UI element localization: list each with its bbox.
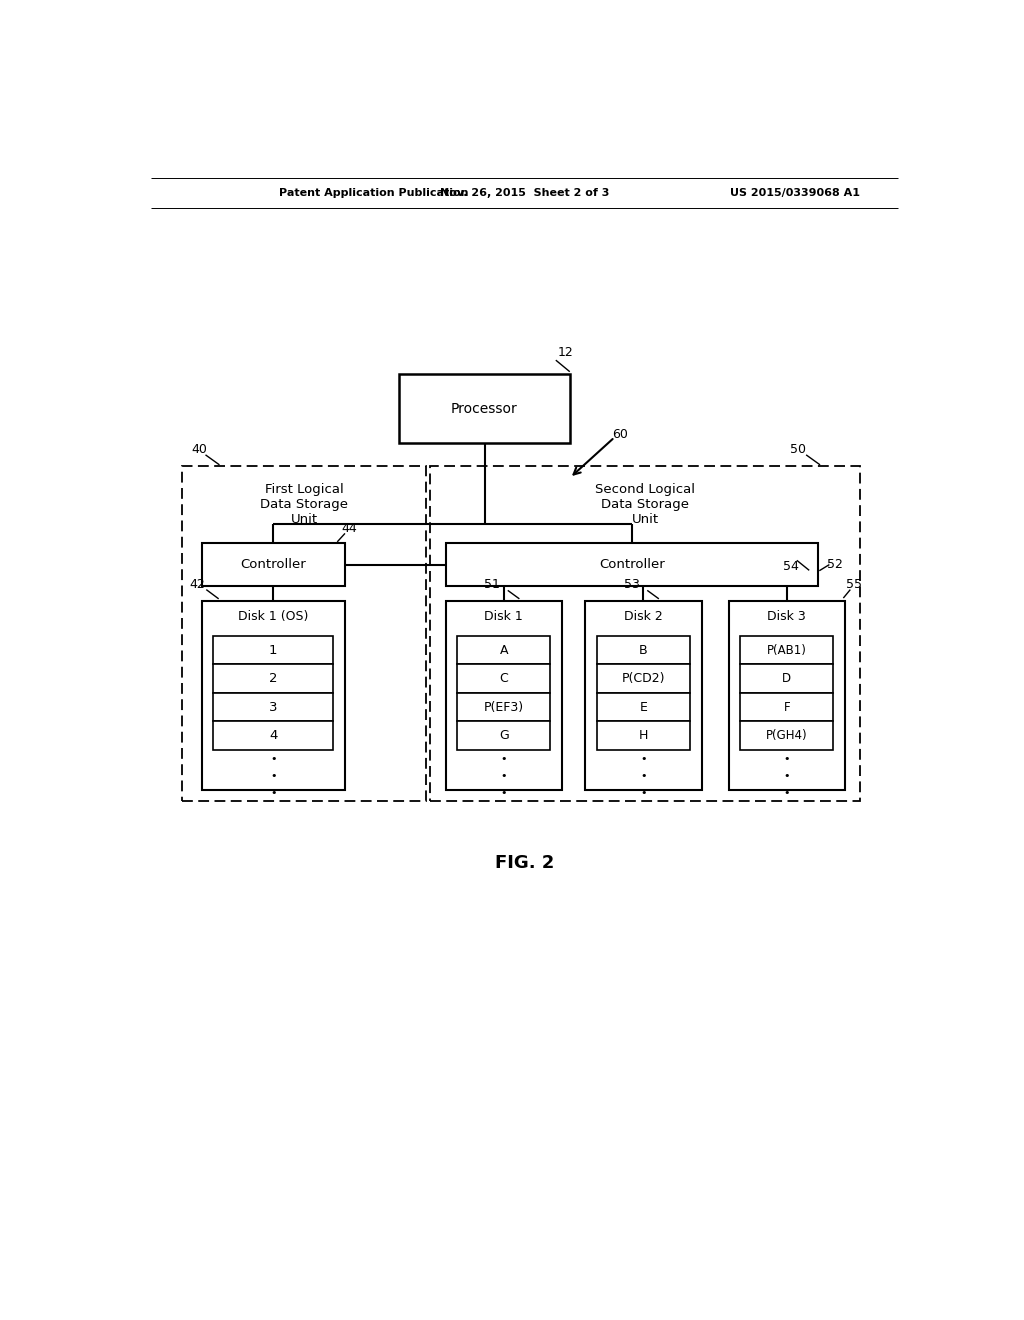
Text: •: •	[270, 754, 276, 764]
Text: D: D	[782, 672, 792, 685]
Text: •: •	[783, 771, 790, 781]
Text: Nov. 26, 2015  Sheet 2 of 3: Nov. 26, 2015 Sheet 2 of 3	[440, 187, 609, 198]
Text: F: F	[783, 701, 791, 714]
Bar	[458, 636, 550, 664]
Text: 4: 4	[269, 729, 278, 742]
Text: •: •	[640, 754, 646, 764]
Text: 53: 53	[624, 578, 640, 591]
Bar	[740, 693, 834, 721]
Text: •: •	[501, 788, 507, 797]
Text: 60: 60	[612, 428, 628, 441]
Text: H: H	[639, 729, 648, 742]
Text: 51: 51	[484, 578, 500, 591]
Bar	[458, 721, 550, 750]
Text: 54: 54	[782, 560, 799, 573]
Text: •: •	[270, 771, 276, 781]
Text: •: •	[783, 788, 790, 797]
Bar	[458, 693, 550, 721]
Text: •: •	[501, 754, 507, 764]
Text: A: A	[500, 644, 508, 656]
Text: First Logical
Data Storage
Unit: First Logical Data Storage Unit	[260, 483, 348, 527]
Text: US 2015/0339068 A1: US 2015/0339068 A1	[729, 187, 859, 198]
Bar	[597, 664, 690, 693]
Bar	[740, 636, 834, 664]
Text: 3: 3	[269, 701, 278, 714]
Text: P(EF3): P(EF3)	[483, 701, 524, 714]
Bar	[202, 601, 345, 789]
Bar	[445, 601, 562, 789]
Bar	[213, 664, 334, 693]
Bar	[597, 693, 690, 721]
Text: •: •	[640, 788, 646, 797]
Bar	[458, 664, 550, 693]
Text: 1: 1	[269, 644, 278, 656]
Bar	[213, 693, 334, 721]
Text: Disk 3: Disk 3	[767, 610, 806, 623]
Text: 55: 55	[846, 578, 862, 591]
Text: •: •	[783, 754, 790, 764]
Bar	[597, 721, 690, 750]
Text: 42: 42	[189, 578, 206, 591]
Bar	[586, 601, 701, 789]
Text: 2: 2	[269, 672, 278, 685]
Text: C: C	[500, 672, 508, 685]
Text: Patent Application Publication: Patent Application Publication	[280, 187, 469, 198]
Text: •: •	[270, 788, 276, 797]
Text: P(CD2): P(CD2)	[622, 672, 666, 685]
Text: 40: 40	[191, 444, 207, 455]
Bar	[445, 544, 818, 586]
Text: Disk 2: Disk 2	[624, 610, 663, 623]
Text: Controller: Controller	[599, 558, 665, 572]
Bar	[213, 636, 334, 664]
Text: FIG. 2: FIG. 2	[496, 854, 554, 873]
Text: Processor: Processor	[452, 401, 518, 416]
Bar	[202, 544, 345, 586]
Text: 52: 52	[826, 558, 843, 572]
Bar	[740, 664, 834, 693]
Bar	[213, 721, 334, 750]
Bar	[182, 466, 426, 801]
Text: 12: 12	[558, 346, 573, 359]
Text: Second Logical
Data Storage
Unit: Second Logical Data Storage Unit	[595, 483, 695, 527]
Bar	[729, 601, 845, 789]
Text: 44: 44	[341, 521, 356, 535]
Text: •: •	[640, 771, 646, 781]
Text: Controller: Controller	[241, 558, 306, 572]
Bar	[399, 374, 569, 444]
Text: 50: 50	[791, 444, 806, 455]
Text: Disk 1: Disk 1	[484, 610, 523, 623]
Text: P(GH4): P(GH4)	[766, 729, 808, 742]
Text: •: •	[501, 771, 507, 781]
Text: E: E	[639, 701, 647, 714]
Text: B: B	[639, 644, 648, 656]
Bar	[430, 466, 860, 801]
Text: P(AB1): P(AB1)	[767, 644, 807, 656]
Bar	[597, 636, 690, 664]
Bar	[740, 721, 834, 750]
Text: Disk 1 (OS): Disk 1 (OS)	[239, 610, 308, 623]
Text: G: G	[499, 729, 509, 742]
